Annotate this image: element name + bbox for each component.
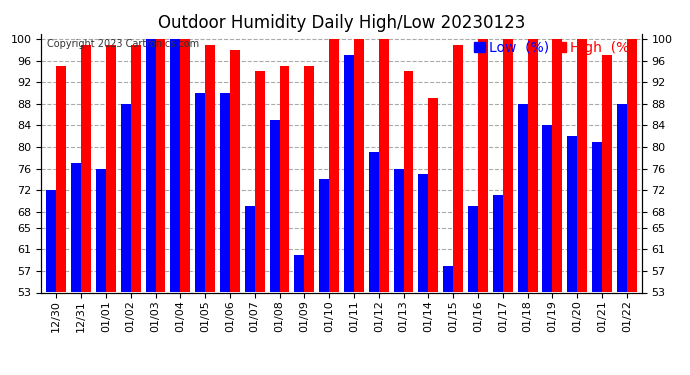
Bar <box>592 141 602 292</box>
Bar <box>329 39 339 292</box>
Bar <box>428 98 438 292</box>
Bar <box>220 93 230 292</box>
Bar <box>369 152 379 292</box>
Bar <box>518 104 528 292</box>
Bar <box>627 39 637 292</box>
Bar <box>478 39 488 292</box>
Bar <box>295 255 304 292</box>
Bar <box>617 104 627 292</box>
Bar <box>578 39 587 292</box>
Legend: Low  (%), High  (%): Low (%), High (%) <box>474 41 635 55</box>
Bar <box>279 66 290 292</box>
Bar <box>493 195 503 292</box>
Text: Copyright 2023 Cartronics.com: Copyright 2023 Cartronics.com <box>48 39 199 49</box>
Bar <box>195 93 205 292</box>
Bar <box>567 136 578 292</box>
Bar <box>81 45 91 292</box>
Bar <box>230 50 240 292</box>
Bar <box>319 179 329 292</box>
Bar <box>443 266 453 292</box>
Bar <box>270 120 279 292</box>
Bar <box>170 39 180 292</box>
Bar <box>121 104 130 292</box>
Bar <box>255 72 265 292</box>
Bar <box>468 206 478 292</box>
Bar <box>245 206 255 292</box>
Bar <box>57 66 66 292</box>
Bar <box>96 168 106 292</box>
Bar <box>205 45 215 292</box>
Bar <box>304 66 314 292</box>
Bar <box>354 39 364 292</box>
Bar <box>106 45 116 292</box>
Bar <box>130 45 141 292</box>
Bar <box>379 39 388 292</box>
Bar <box>453 45 463 292</box>
Bar <box>602 55 612 292</box>
Bar <box>46 190 57 292</box>
Bar <box>146 39 155 292</box>
Bar <box>180 39 190 292</box>
Bar <box>542 125 553 292</box>
Bar <box>404 72 413 292</box>
Bar <box>418 174 428 292</box>
Bar <box>344 55 354 292</box>
Bar <box>155 39 166 292</box>
Bar <box>528 39 538 292</box>
Title: Outdoor Humidity Daily High/Low 20230123: Outdoor Humidity Daily High/Low 20230123 <box>158 14 525 32</box>
Bar <box>503 39 513 292</box>
Bar <box>553 39 562 292</box>
Bar <box>71 163 81 292</box>
Bar <box>393 168 404 292</box>
